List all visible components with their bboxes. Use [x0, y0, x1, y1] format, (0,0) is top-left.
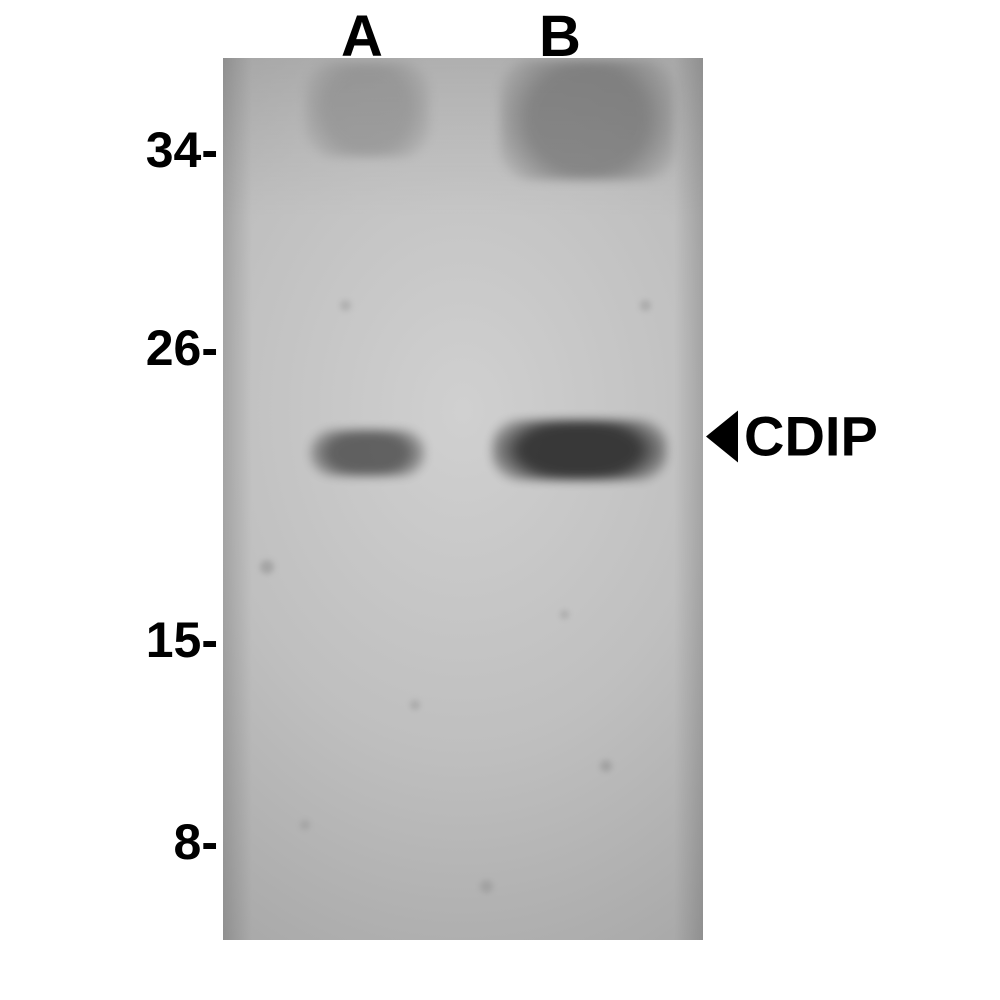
- western-blot-film: [223, 58, 703, 940]
- film-speckle: [600, 760, 612, 772]
- film-speckle: [480, 880, 493, 893]
- mw-marker-15: 15-: [18, 611, 218, 669]
- band-label: CDIP: [706, 404, 878, 469]
- lane-label-b: B: [520, 3, 600, 70]
- mw-marker-8: 8-: [18, 813, 218, 871]
- film-speckle: [340, 300, 351, 311]
- mw-marker-34: 34-: [18, 121, 218, 179]
- band-label-text: CDIP: [744, 404, 878, 469]
- lane-label-a: A: [322, 3, 402, 70]
- film-speckle: [640, 300, 651, 311]
- film-background: [223, 58, 703, 940]
- film-speckle: [260, 560, 274, 574]
- film-speckle: [410, 700, 420, 710]
- protein-band: [310, 430, 425, 476]
- protein-band: [305, 62, 430, 157]
- protein-band: [492, 420, 667, 480]
- mw-marker-26: 26-: [18, 319, 218, 377]
- left-arrow-icon: [706, 410, 738, 462]
- protein-band: [500, 60, 675, 180]
- film-speckle: [300, 820, 310, 830]
- film-speckle: [560, 610, 569, 619]
- figure-canvas: A B 34- 26- 15- 8- CDIP: [0, 0, 1000, 1000]
